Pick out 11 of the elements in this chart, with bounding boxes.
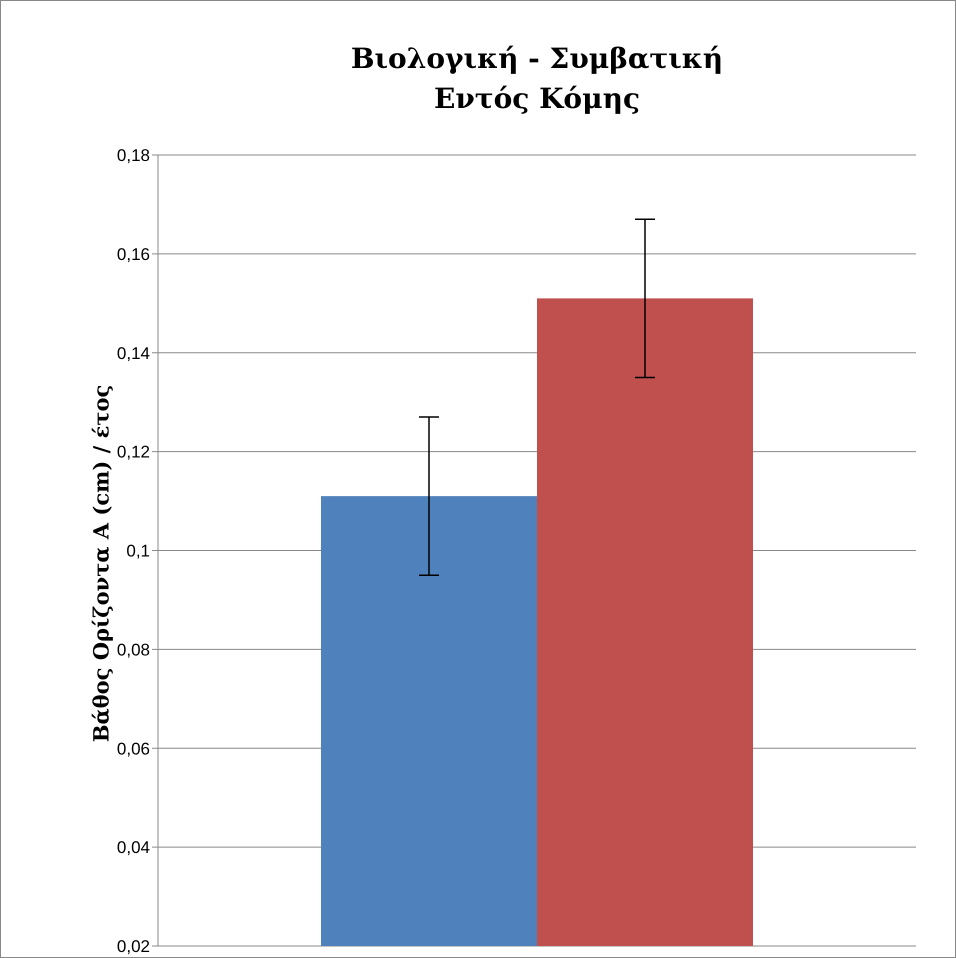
y-tick-label: 0,06 bbox=[116, 739, 150, 758]
y-tick-label: 0,14 bbox=[116, 344, 150, 363]
y-tick-label: 0,16 bbox=[116, 244, 150, 264]
y-tick-label: 0,1 bbox=[126, 542, 150, 561]
y-tick-label: 0,12 bbox=[116, 442, 150, 462]
y-tick-label: 0,04 bbox=[116, 838, 150, 858]
y-tick-label: 0,18 bbox=[116, 146, 150, 166]
chart-title: Βιολογική - Συμβατική Εντός Κόμης bbox=[350, 41, 724, 117]
y-axis-title: Βάθος Ορίζοντα Α (cm) / έτος bbox=[88, 384, 114, 744]
y-tick-label: 0,02 bbox=[116, 937, 150, 956]
y-tick-label: 0,08 bbox=[116, 640, 150, 660]
